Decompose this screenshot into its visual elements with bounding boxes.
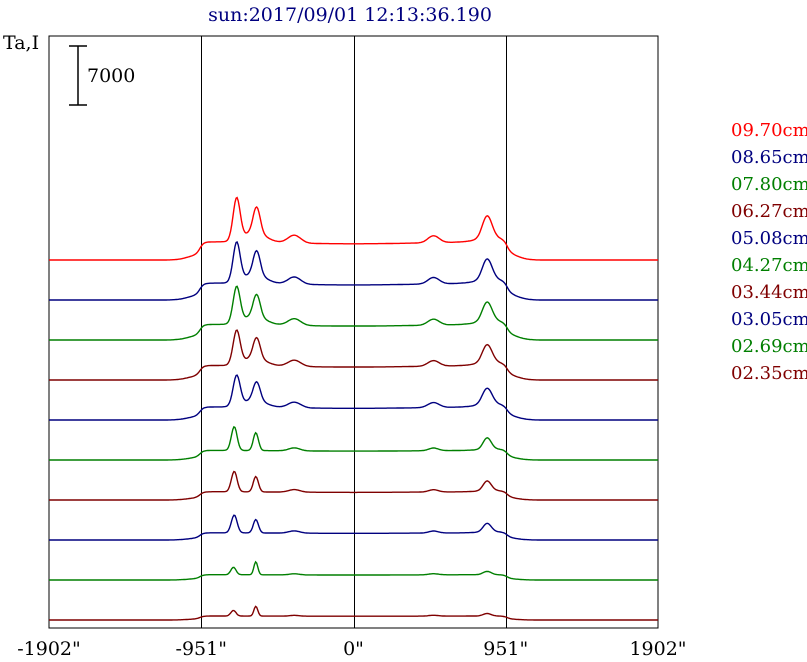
x-tick-label-1: -951" — [176, 638, 227, 660]
series-layer — [49, 196, 658, 621]
series-line-02.69cm — [49, 560, 658, 581]
vertical-reference-lines — [201, 36, 507, 628]
legend-entry-1: 08.65cm — [731, 147, 807, 168]
series-line-08.65cm — [49, 241, 658, 301]
legend-entry-9: 02.35cm — [731, 363, 807, 384]
series-line-03.05cm — [49, 514, 658, 541]
chart-title: sun:2017/09/01 12:13:36.190 — [208, 4, 492, 26]
legend-entry-4: 05.08cm — [731, 228, 807, 249]
series-line-09.70cm — [49, 196, 658, 261]
legend-entry-6: 03.44cm — [731, 282, 807, 303]
x-tick-label-4: 1902" — [629, 638, 686, 660]
legend-entry-0: 09.70cm — [731, 120, 807, 141]
scale-bar: 7000 — [69, 45, 135, 106]
legend: 09.70cm 08.65cm 07.80cm 06.27cm 05.08cm 04.27… — [731, 120, 807, 384]
x-tick-label-2: 0" — [343, 638, 364, 660]
x-tick-label-0: -1902" — [17, 638, 81, 660]
legend-entry-5: 04.27cm — [731, 255, 807, 276]
legend-entry-2: 07.80cm — [731, 174, 807, 195]
legend-entry-3: 06.27cm — [731, 201, 807, 222]
plot-frame — [48, 35, 659, 629]
series-line-07.80cm — [49, 285, 658, 341]
x-tick-label-3: 951" — [483, 638, 528, 660]
series-line-06.27cm — [49, 329, 658, 381]
series-line-05.08cm — [49, 374, 658, 421]
series-line-04.27cm — [49, 425, 658, 461]
series-line-03.44cm — [49, 470, 658, 501]
scale-bar-label: 7000 — [87, 65, 135, 87]
legend-entry-7: 03.05cm — [731, 309, 807, 330]
x-tick-labels: -1902" -951" 0" 951" 1902" — [17, 638, 686, 660]
legend-entry-8: 02.69cm — [731, 336, 807, 357]
y-axis-label: Ta,I — [3, 32, 39, 54]
series-line-02.35cm — [49, 605, 658, 621]
